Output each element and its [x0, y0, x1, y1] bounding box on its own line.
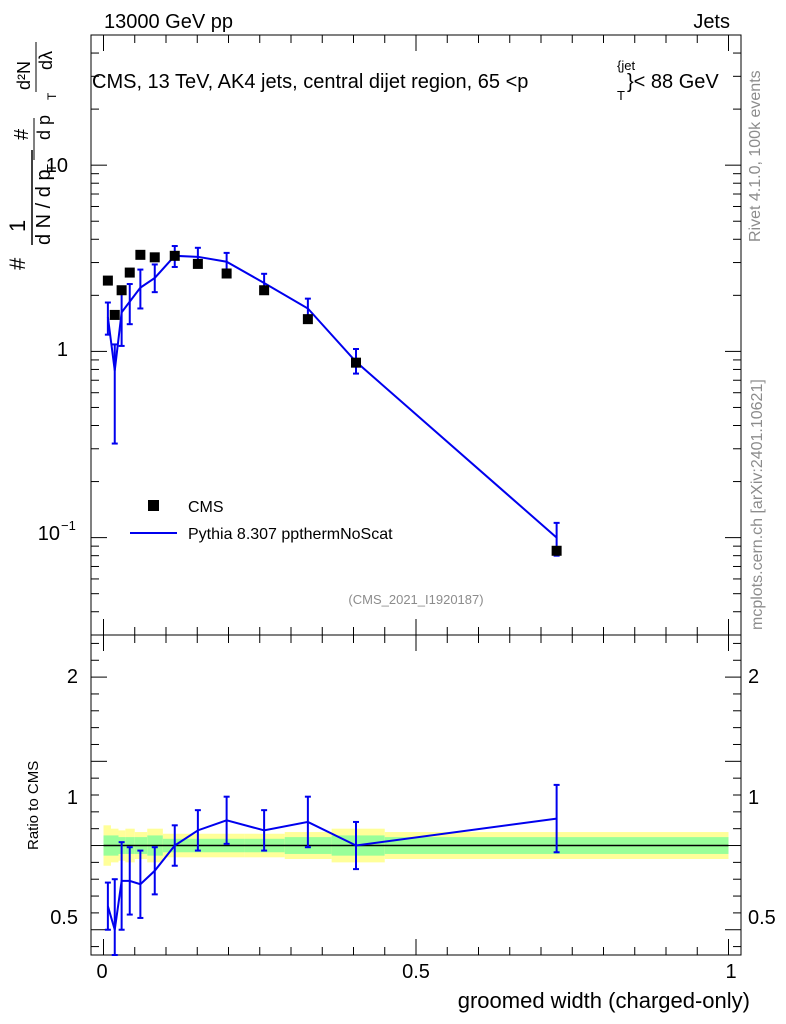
title-sub: T — [617, 88, 625, 103]
main-x-ticks — [103, 35, 729, 635]
ylabel-den2: dλ — [36, 51, 56, 70]
plot-title: CMS, 13 TeV, AK4 jets, central dijet reg… — [92, 71, 528, 93]
cms-point — [351, 357, 361, 368]
ylabel-den: d N / d p — [33, 169, 55, 245]
ratio-panel: 2 1 0.5 2 1 0.5 Ratio to CMS 0 0.5 1 gro… — [25, 634, 776, 1013]
ylabel-one: 1 — [5, 220, 30, 232]
cms-point — [221, 268, 232, 279]
cms-point — [259, 285, 270, 296]
ytick-exp: −1 — [61, 518, 76, 533]
cms-point — [169, 250, 180, 261]
ratio-ytick-0p5-right: 0.5 — [748, 907, 776, 929]
main-y-ticks — [91, 34, 741, 636]
ratio-ticks — [91, 635, 741, 955]
ylabel-frac-num: # — [11, 128, 33, 140]
ratio-y-label: Ratio to CMS — [25, 761, 42, 850]
mc-curve — [106, 254, 558, 539]
xtick-label-1: 1 — [725, 961, 736, 983]
title-suffix: }< 88 GeV — [627, 71, 719, 93]
ylabel-prefix: # — [5, 257, 30, 270]
ratio-ytick-1: 1 — [67, 787, 78, 809]
ytick-label-0p1: 10 — [38, 523, 60, 545]
mcplots-label: mcplots.cern.ch [arXiv:2401.10621] — [749, 379, 766, 630]
ratio-data-layer — [104, 783, 560, 956]
ylabel-num2: d²N — [14, 61, 34, 90]
x-axis-label: groomed width (charged-only) — [458, 988, 750, 1013]
cms-point — [551, 545, 562, 556]
cms-point — [109, 309, 120, 320]
header-energy: 13000 GeV pp — [104, 11, 233, 33]
legend-cms-label: CMS — [188, 499, 224, 516]
xtick-label-0p5: 0.5 — [402, 961, 430, 983]
ytick-label-10: 10 — [46, 155, 68, 177]
cms-point — [149, 252, 160, 263]
ylabel-frac-den-sub: T — [45, 92, 59, 100]
cms-point — [302, 314, 313, 325]
cms-point — [124, 267, 135, 278]
ratio-ytick-2-right: 2 — [748, 666, 759, 688]
ratio-frame — [90, 634, 742, 956]
main-y-label: # 1 d N / d p T # d p T d²N dλ — [5, 42, 59, 270]
analysis-id: (CMS_2021_I1920187) — [348, 592, 483, 607]
rivet-label: Rivet 4.1.0, 100k events — [747, 70, 764, 242]
legend-mc-label: Pythia 8.307 ppthermNoScat — [188, 526, 393, 543]
main-data-layer — [102, 245, 562, 557]
ylabel-frac-den: d p — [34, 115, 54, 140]
ratio-ytick-0p5: 0.5 — [50, 907, 78, 929]
cms-point — [192, 258, 203, 269]
cms-point — [102, 275, 113, 286]
cms-point — [135, 249, 146, 260]
main-panel: 10 1 10 −1 CMS, 13 TeV, AK4 jets, centra… — [38, 34, 742, 636]
ratio-ytick-2: 2 — [67, 666, 78, 688]
ylabel-den-sub: T — [44, 164, 59, 172]
title-main: CMS, 13 TeV, AK4 jets, central dijet reg… — [92, 71, 528, 93]
header-process: Jets — [693, 11, 730, 33]
xtick-label-0: 0 — [96, 961, 107, 983]
ytick-label-1: 1 — [57, 339, 68, 361]
ratio-ytick-1-right: 1 — [748, 787, 759, 809]
legend-cms-marker — [148, 500, 159, 511]
cms-point — [116, 285, 127, 296]
main-frame — [90, 34, 742, 636]
title-sup: {jet — [617, 58, 635, 73]
